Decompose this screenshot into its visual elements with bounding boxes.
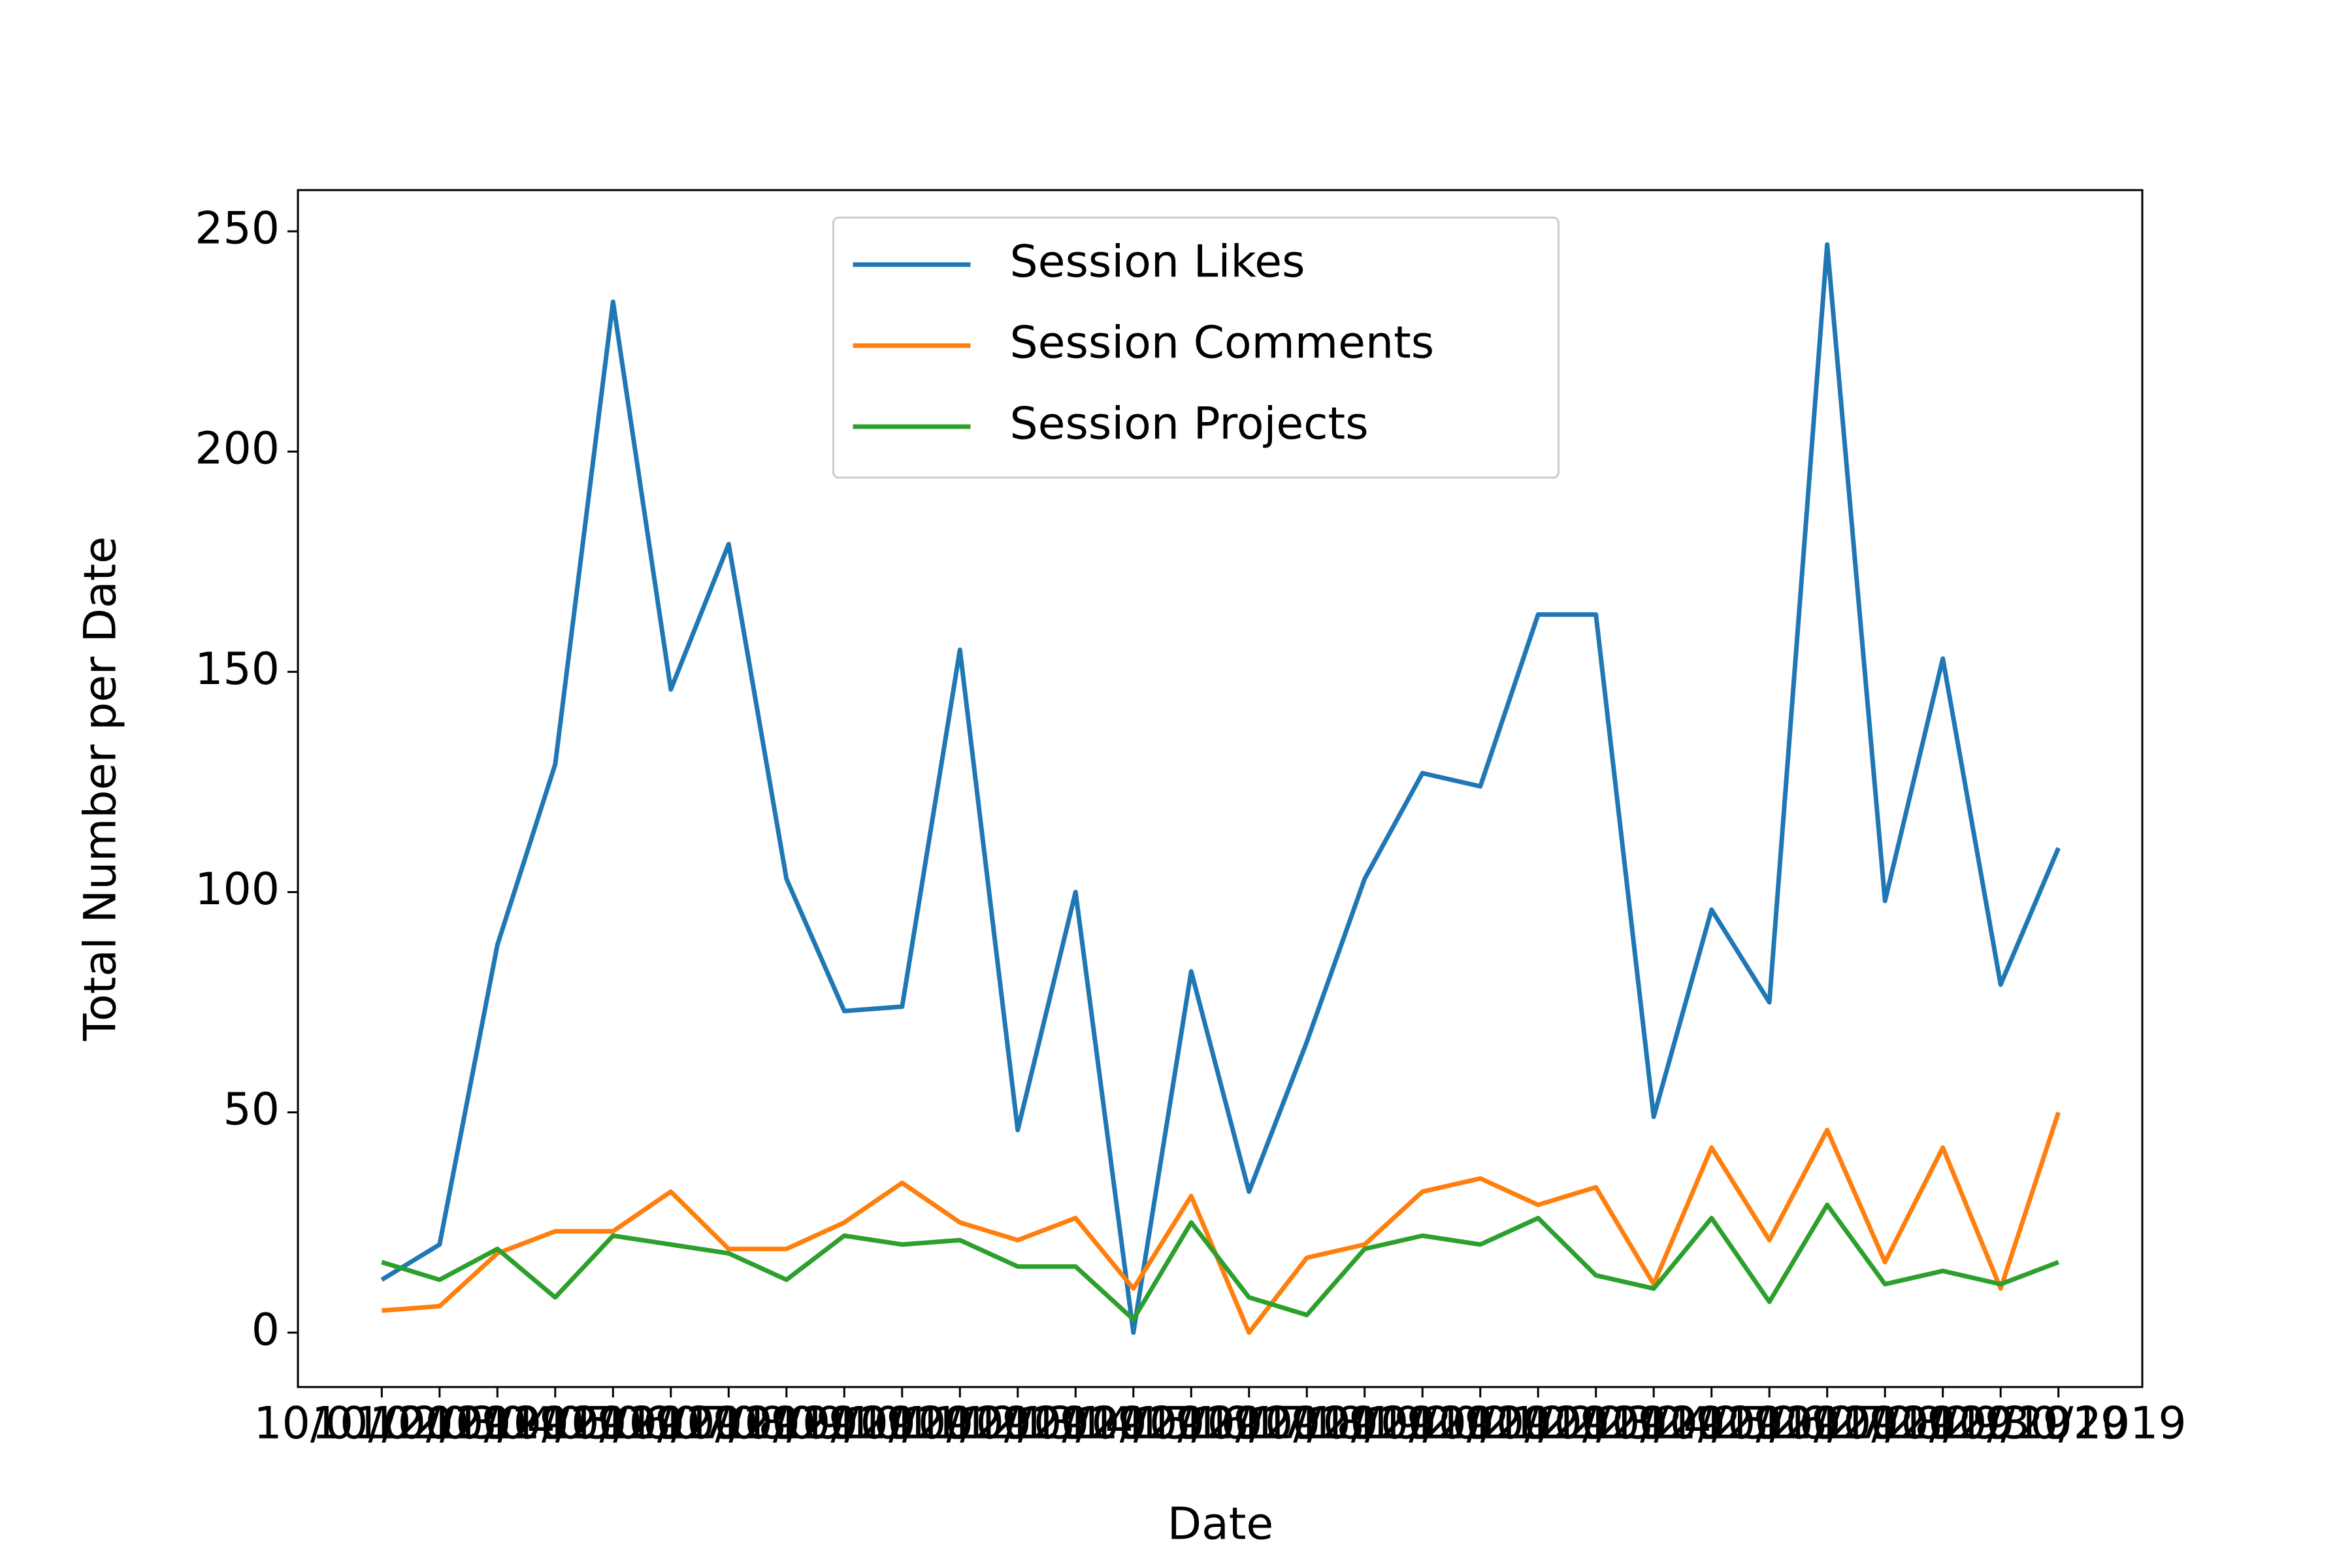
- x-tick-label: 10/20/2019: [1352, 1398, 1609, 1450]
- x-tick-label: 10/17/2019: [1179, 1398, 1435, 1450]
- x-tick-label: 10/12/2019: [890, 1398, 1146, 1450]
- x-tick-label: 10/28/2019: [1815, 1398, 2071, 1450]
- x-tick-label: 10/23/2019: [1526, 1398, 1782, 1450]
- x-tick-label: 10/27/2019: [1757, 1398, 2013, 1450]
- x-tick-label: 10/25/2019: [1641, 1398, 1897, 1450]
- x-tick-label: 10/09/2019: [716, 1398, 972, 1450]
- series-line: [380, 242, 2061, 1335]
- x-tick-label: 10/26/2019: [1699, 1398, 1955, 1450]
- x-tick-label: 10/13/2019: [947, 1398, 1203, 1450]
- x-tick-label: 10/06/2019: [543, 1398, 799, 1450]
- y-tick-label: 150: [195, 644, 280, 695]
- legend: Session Likes Session Comments Session Pro…: [832, 216, 1560, 479]
- x-tick-label: 10/08/2019: [659, 1398, 915, 1450]
- x-tick-label: 10/18/2019: [1237, 1398, 1493, 1450]
- x-tick-label: 10/05/2019: [485, 1398, 741, 1450]
- x-tick-label: 10/30/2019: [1931, 1398, 2187, 1450]
- x-tick-label: 10/14/2019: [1005, 1398, 1262, 1450]
- legend-label: Session Likes: [1010, 237, 1305, 288]
- y-axis-label: Total Number per Date: [75, 536, 127, 1041]
- x-axis-label: Date: [1168, 1499, 1274, 1550]
- x-tick-label: 10/01/2019: [253, 1398, 510, 1450]
- x-tick-label: 10/15/2019: [1063, 1398, 1319, 1450]
- x-tick-label: 10/19/2019: [1294, 1398, 1550, 1450]
- y-tick-label: 250: [195, 203, 280, 255]
- x-tick-label: 10/29/2019: [1872, 1398, 2129, 1450]
- legend-label: Session Comments: [1010, 318, 1435, 369]
- x-tick-label: 10/21/2019: [1410, 1398, 1666, 1450]
- x-tick-label: 10/24/2019: [1584, 1398, 1840, 1450]
- x-tick-label: 10/03/2019: [369, 1398, 625, 1450]
- y-tick-label: 100: [195, 864, 280, 915]
- plot-frame: [297, 189, 2144, 1388]
- series-line: [381, 1202, 2059, 1322]
- series-line: [382, 1111, 2061, 1335]
- x-tick-label: 10/02/2019: [312, 1398, 568, 1450]
- legend-box: [832, 216, 1560, 479]
- y-tick-label: 0: [252, 1304, 280, 1356]
- x-tick-label: 10/10/2019: [774, 1398, 1030, 1450]
- x-tick-label: 10/04/2019: [427, 1398, 683, 1450]
- y-tick-label: 200: [195, 423, 280, 475]
- x-tick-label: 10/16/2019: [1121, 1398, 1377, 1450]
- legend-label: Session Projects: [1010, 399, 1369, 450]
- x-tick-label: 10/11/2019: [832, 1398, 1088, 1450]
- x-tick-label: 10/07/2019: [600, 1398, 857, 1450]
- y-tick-label: 50: [223, 1084, 280, 1135]
- x-tick-label: 10/22/2019: [1468, 1398, 1724, 1450]
